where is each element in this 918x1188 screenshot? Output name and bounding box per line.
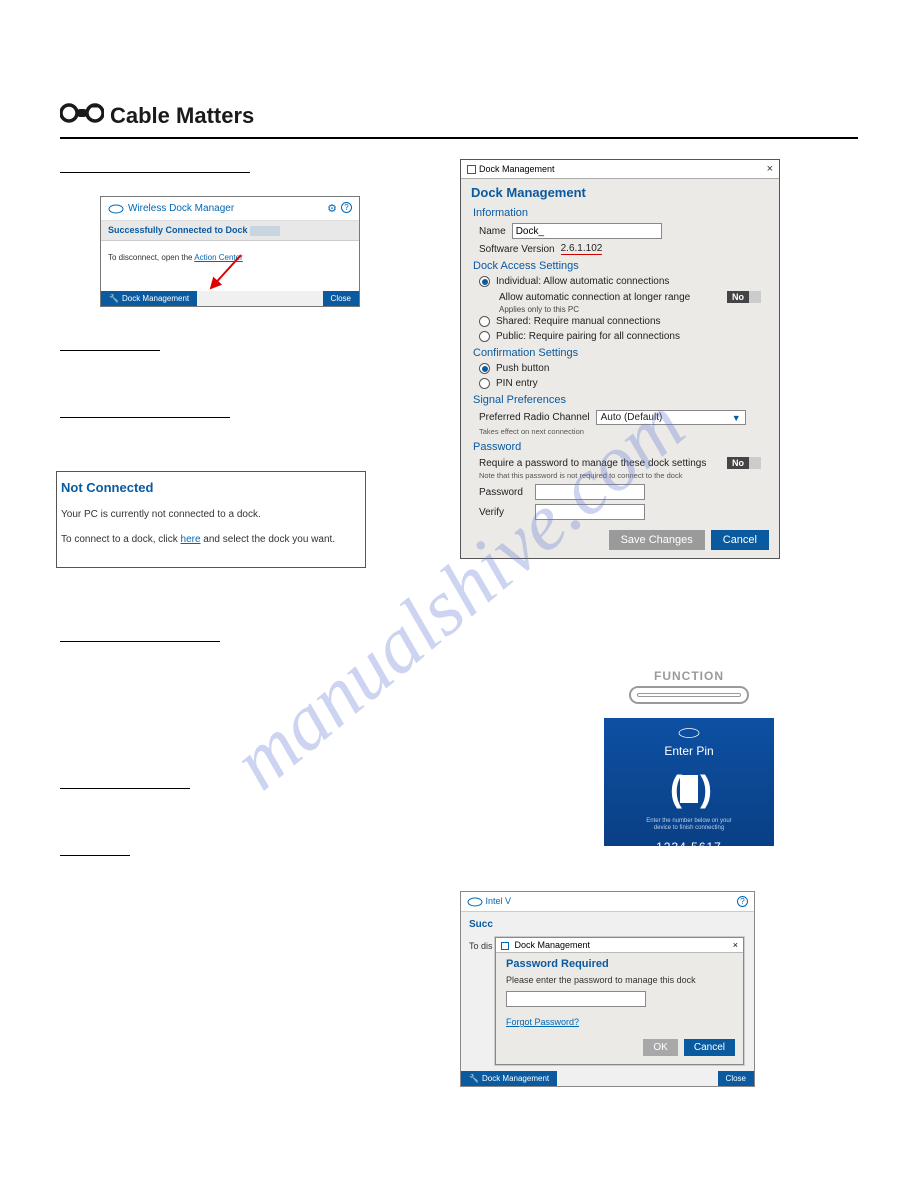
- section-header-4: [60, 628, 220, 642]
- function-label: FUNCTION: [520, 669, 858, 683]
- save-changes-button[interactable]: Save Changes: [609, 530, 705, 550]
- dm-name-input[interactable]: [512, 223, 662, 239]
- brand-logo-icon: [60, 100, 104, 131]
- cancel-button[interactable]: Cancel: [711, 530, 769, 550]
- pr-outer-title: Intel V: [467, 896, 511, 907]
- wdm-title: Wireless Dock Manager: [108, 203, 234, 214]
- close-icon[interactable]: ×: [767, 163, 773, 175]
- close-icon[interactable]: ×: [733, 940, 738, 950]
- gear-icon[interactable]: ⚙: [327, 202, 337, 215]
- close-button[interactable]: Close: [323, 291, 359, 306]
- forgot-password-link[interactable]: Forgot Password?: [496, 1011, 589, 1033]
- close-button[interactable]: Close: [718, 1071, 754, 1086]
- cancel-button[interactable]: Cancel: [684, 1039, 735, 1056]
- help-icon[interactable]: ?: [737, 896, 748, 907]
- dm-section-info: Information: [461, 204, 779, 221]
- radio-pin[interactable]: [479, 378, 490, 389]
- wdm-success-banner: Successfully Connected to Dock: [101, 221, 359, 241]
- long-range-sub: Applies only to this PC: [461, 305, 779, 314]
- pw-input[interactable]: [535, 484, 645, 500]
- radio-shared[interactable]: [479, 316, 490, 327]
- pw-label: Password: [479, 487, 529, 498]
- ok-button[interactable]: OK: [643, 1039, 677, 1056]
- wdm-disconnect-text: To disconnect, open the: [108, 253, 194, 262]
- dock-management-button[interactable]: 🔧 Dock Management: [101, 291, 197, 306]
- long-range-label: Allow automatic connection at longer ran…: [499, 292, 690, 303]
- not-connected-title: Not Connected: [61, 480, 357, 495]
- red-arrow-annotation: [206, 253, 246, 293]
- radio-public[interactable]: [479, 331, 490, 342]
- radio-shared-label: Shared: Require manual connections: [496, 316, 661, 327]
- pr-password-input[interactable]: [506, 991, 646, 1007]
- wrench-icon: 🔧: [109, 294, 119, 303]
- function-area: FUNCTION Enter Pin () Enter the number b…: [520, 669, 858, 846]
- dm-section-confirm: Confirmation Settings: [461, 344, 779, 361]
- long-range-toggle[interactable]: No: [727, 291, 761, 303]
- dm-name-label: Name: [479, 226, 506, 237]
- radio-individual-label: Individual: Allow automatic connections: [496, 276, 669, 287]
- dock-management-dialog: Dock Management × Dock Management Inform…: [460, 159, 780, 559]
- password-required-dialog: Dock Management × Password Required Plea…: [495, 937, 744, 1065]
- pw-verify-input[interactable]: [535, 504, 645, 520]
- connect-here-link[interactable]: here: [181, 534, 201, 545]
- chevron-down-icon: ▼: [732, 413, 741, 423]
- pw-require-label: Require a password to manage these dock …: [479, 458, 706, 469]
- dm-section-access: Dock Access Settings: [461, 257, 779, 274]
- radio-public-label: Public: Require pairing for all connecti…: [496, 331, 680, 342]
- not-connected-line1: Your PC is currently not connected to a …: [61, 509, 357, 520]
- enter-pin-sub: Enter the number below on your device to…: [614, 818, 764, 832]
- section-header-1: [60, 159, 250, 173]
- pw-note: Note that this password is not required …: [461, 471, 779, 482]
- not-connected-line2: To connect to a dock, click here and sel…: [61, 534, 357, 545]
- section-header-6: [60, 842, 130, 856]
- wrench-icon: 🔧: [469, 1074, 479, 1083]
- app-icon: [501, 942, 509, 950]
- enter-pin-title: Enter Pin: [614, 744, 764, 758]
- dock-management-button[interactable]: 🔧 Dock Management: [461, 1071, 557, 1086]
- dm-titlebar: Dock Management: [467, 164, 555, 174]
- section-header-2: [60, 337, 160, 351]
- radio-push[interactable]: [479, 363, 490, 374]
- pw-verify-label: Verify: [479, 507, 529, 518]
- usb-c-port-icon: [629, 686, 749, 704]
- dm-section-signal: Signal Preferences: [461, 391, 779, 408]
- brand-header: Cable Matters: [60, 100, 858, 139]
- section-header-3: [60, 404, 230, 418]
- pr-titlebar: Dock Management: [501, 940, 590, 950]
- pr-text: Please enter the password to manage this…: [496, 973, 743, 987]
- pw-require-toggle[interactable]: No: [727, 457, 761, 469]
- password-required-outer: Intel V ? Succ To dis Dock Management: [460, 891, 755, 1087]
- dm-section-password: Password: [461, 438, 779, 455]
- app-icon: [467, 165, 476, 174]
- pref-channel-label: Preferred Radio Channel: [479, 412, 590, 423]
- pref-channel-select[interactable]: Auto (Default) ▼: [596, 410, 746, 425]
- dm-heading: Dock Management: [461, 179, 779, 204]
- pr-succ-label: Succ: [467, 916, 748, 933]
- pref-note: Takes effect on next connection: [461, 427, 779, 438]
- not-connected-box: Not Connected Your PC is currently not c…: [56, 471, 366, 568]
- radio-pin-label: PIN entry: [496, 378, 538, 389]
- wireless-dock-manager-window: Wireless Dock Manager ⚙ ? Successfully C…: [100, 196, 360, 307]
- intel-logo-icon: [614, 728, 764, 740]
- pr-heading: Password Required: [496, 953, 743, 973]
- help-icon[interactable]: ?: [341, 202, 352, 213]
- enter-pin-code: 1234 5617: [614, 840, 764, 854]
- enter-pin-screen: Enter Pin () Enter the number below on y…: [604, 718, 774, 846]
- brand-name: Cable Matters: [110, 103, 254, 129]
- dm-sw-version: 2.6.1.102: [561, 243, 603, 255]
- section-header-5: [60, 775, 190, 789]
- pin-brackets-icon: (): [614, 768, 764, 810]
- radio-push-label: Push button: [496, 363, 549, 374]
- dm-sw-label: Software Version: [479, 244, 555, 255]
- radio-individual[interactable]: [479, 276, 490, 287]
